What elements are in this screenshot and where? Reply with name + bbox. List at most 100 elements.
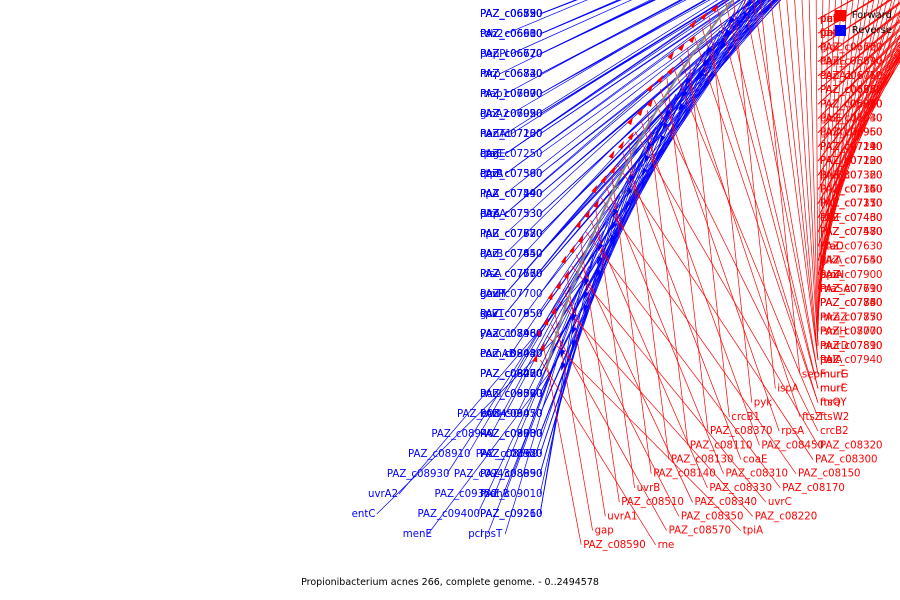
gene-label[interactable]: menE [403, 529, 432, 540]
gene-label[interactable]: pepPI [480, 49, 508, 60]
gene-label[interactable]: PAZ_c07250 [480, 149, 543, 160]
gene-label[interactable]: glnA2 [480, 109, 509, 120]
gene-label[interactable]: PAZ_c08930 [387, 469, 450, 480]
gene-label[interactable]: rsmH [820, 327, 847, 338]
gene-label[interactable]: PAZ_c06620 [480, 49, 543, 60]
gene-label[interactable]: PAZ_c06810 [820, 57, 883, 68]
gene-label[interactable]: PAZ_c08850 [480, 469, 543, 480]
gene-label[interactable]: gcvP [480, 289, 504, 300]
gene-label[interactable]: PAZ_c07770 [820, 327, 883, 338]
gene-label[interactable]: PAZ_c06670 [480, 49, 543, 60]
gene-label[interactable]: PAZ_c07730 [480, 269, 543, 280]
gene-label[interactable]: PAZ_c08460 [480, 329, 543, 340]
gene-label[interactable]: PAZ_c07900 [820, 270, 883, 281]
gene-label[interactable]: PAZ_c09070 [480, 369, 543, 380]
gene-label[interactable]: PAZ_c07120 [820, 156, 883, 167]
gene-label[interactable]: PAZ_c07100 [480, 129, 543, 140]
gene-label[interactable]: mraZ [820, 312, 847, 323]
gene-label[interactable]: lipA [480, 189, 499, 200]
gene-label[interactable]: murD [820, 341, 849, 352]
gene-label[interactable]: PAZ_c08510 [621, 497, 684, 508]
gene-label[interactable]: PAZ_c06860 [820, 85, 883, 96]
gene-label[interactable]: PAZ_c08520 [480, 389, 543, 400]
gene-label[interactable]: rnaSA [820, 284, 850, 295]
gene-label[interactable]: dapA1 [820, 71, 853, 82]
gene-label[interactable]: PAZ_c07210 [820, 199, 883, 210]
gene-label[interactable]: ctaD [820, 241, 844, 252]
gene-label[interactable]: glgC [820, 42, 843, 53]
gene-label[interactable]: PAZ_c06950 [820, 128, 883, 139]
gene-label[interactable]: PAZ_c08330 [709, 483, 772, 494]
gene-label[interactable]: PAZ_c07850 [480, 309, 543, 320]
gene-label[interactable]: PAZ_c08590 [583, 540, 646, 551]
gene-label[interactable]: PAZ_c06940 [820, 114, 883, 125]
gene-label[interactable]: PAZ_c06690 [820, 57, 883, 68]
gene-label[interactable]: PAZ_c08490 [457, 409, 520, 420]
gene-label[interactable]: dltA [480, 209, 500, 220]
gene-label[interactable]: PAZ_c08350 [681, 511, 744, 522]
gene-label[interactable]: PAZ_c08920 [480, 449, 543, 460]
gene-label[interactable]: PAZ_c07530 [480, 209, 543, 220]
gene-label[interactable]: qcrB [480, 249, 503, 260]
gene-label[interactable]: PAZ_c06530 [480, 9, 543, 20]
gene-label[interactable]: PAZ_c08320 [820, 440, 883, 451]
gene-label[interactable]: PAZ_c08420 [480, 369, 543, 380]
gene-label[interactable]: PAZ_c07520 [480, 229, 543, 240]
gene-label[interactable]: qcrC [480, 149, 503, 160]
gene-label[interactable]: PAZ_c06890 [480, 89, 543, 100]
gene-label[interactable]: PAZ_c06820 [480, 69, 543, 80]
gene-label[interactable]: spk1 [480, 309, 504, 320]
gene-label[interactable]: fdxA [820, 28, 843, 39]
gene-label[interactable]: PAZ_c06760 [820, 85, 883, 96]
gene-label[interactable]: pyk [754, 398, 772, 409]
gene-label[interactable]: PAZ_c07860 [820, 298, 883, 309]
gene-label[interactable]: PAZ_c07830 [820, 298, 883, 309]
gene-label[interactable]: PAZ_c06610 [480, 29, 543, 40]
gene-label[interactable]: PAZ_c06790 [480, 9, 543, 20]
gene-label[interactable]: PAZ_c07670 [480, 229, 543, 240]
gene-label[interactable]: PAZ_c06680 [480, 29, 543, 40]
gene-label[interactable]: PAZ_c07430 [820, 213, 883, 224]
gene-label[interactable]: PAZ_c08340 [695, 497, 758, 508]
gene-label[interactable]: PAZ_c07090 [480, 109, 543, 120]
gene-label[interactable]: pepA [480, 209, 506, 220]
gene-label[interactable]: PAZ_c07580 [820, 227, 883, 238]
gene-label[interactable]: entC [352, 509, 376, 520]
gene-label[interactable]: ftsZ [802, 412, 822, 423]
gene-label[interactable]: ptsG3 [820, 170, 850, 181]
gene-label[interactable]: PAZ_c07390 [480, 169, 543, 180]
gene-label[interactable]: PAZ_c07740 [820, 298, 883, 309]
gene-label[interactable]: PAZ_c08940 [431, 429, 494, 440]
gene-label[interactable]: PAZ_c09050 [480, 409, 543, 420]
gene-label[interactable]: qcrA [480, 169, 503, 180]
gene-label[interactable]: uvrA2 [368, 489, 398, 500]
gene-label[interactable]: PAZ_c08470 [480, 409, 543, 420]
gene-label[interactable]: murG [820, 369, 849, 380]
gene-label[interactable]: PAZ_c08220 [755, 511, 818, 522]
gene-label[interactable]: PAZ_c08000 [820, 327, 883, 338]
gene-label[interactable]: bchI [480, 389, 502, 400]
gene-label[interactable]: nanT1 [480, 129, 512, 140]
gene-label[interactable]: ftsW2 [820, 412, 849, 423]
gene-label[interactable]: PAZ_c07630 [820, 241, 883, 252]
gene-label[interactable]: menB [480, 489, 510, 500]
gene-label[interactable]: nanA [480, 129, 506, 140]
gene-label[interactable]: glkA [820, 256, 842, 267]
gene-label[interactable]: PAZ_c09260 [480, 509, 543, 520]
gene-label[interactable]: ftsQ [820, 398, 841, 409]
gene-label[interactable]: PAZ_c07240 [820, 142, 883, 153]
gene-label[interactable]: PAZ_c07200 [820, 156, 883, 167]
gene-label[interactable]: PAZ_c07280 [480, 129, 543, 140]
gene-label[interactable]: PAZ_c07460 [820, 213, 883, 224]
gene-label[interactable]: glnA1 [820, 128, 849, 139]
gene-label[interactable]: PAZ_c07350 [820, 199, 883, 210]
gene-label[interactable]: PAZ_c08570 [669, 526, 732, 537]
gene-label[interactable]: PAZ_c08110 [690, 440, 753, 451]
gene-label[interactable]: sepF [802, 369, 826, 380]
gene-label[interactable]: PAZ_c09010 [480, 489, 543, 500]
gene-label[interactable]: PAZ_c08430 [480, 349, 543, 360]
gene-label[interactable]: PAZ_c07870 [820, 312, 883, 323]
gene-label[interactable]: PAZ_c06870 [820, 99, 883, 110]
gene-label[interactable]: murE [820, 369, 847, 380]
gene-label[interactable]: PAZ_c08530 [480, 429, 543, 440]
